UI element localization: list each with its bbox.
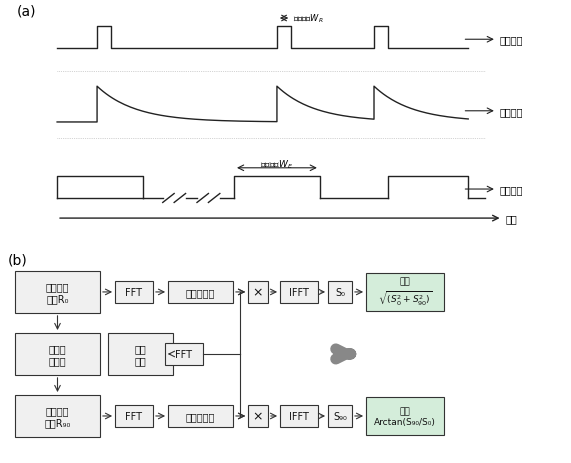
Bar: [165, 343, 203, 365]
Text: 复共轭变换: 复共轭变换: [186, 411, 215, 421]
Text: 幅值
$\sqrt{(S_0^2+S_{90}^2)}$: 幅值 $\sqrt{(S_0^2+S_{90}^2)}$: [377, 277, 432, 307]
Text: FFT: FFT: [175, 349, 192, 359]
Text: 热波
信号: 热波 信号: [135, 344, 146, 365]
Bar: [366, 273, 444, 311]
Text: FFT: FFT: [126, 411, 143, 421]
Bar: [248, 282, 268, 303]
Text: ×: ×: [253, 410, 263, 423]
Text: 正交参考
信号R₉₀: 正交参考 信号R₉₀: [45, 405, 71, 427]
Text: ×: ×: [253, 286, 263, 299]
Bar: [168, 405, 233, 427]
Bar: [15, 333, 100, 375]
Text: (a): (a): [17, 4, 37, 18]
Bar: [248, 405, 268, 427]
Text: 复共轭变换: 复共轭变换: [186, 288, 215, 297]
Text: 激励脉宽$W_E$: 激励脉宽$W_E$: [260, 158, 293, 170]
Bar: [115, 405, 153, 427]
Text: 参考脉宽$W_R$: 参考脉宽$W_R$: [293, 13, 324, 25]
Text: (b): (b): [8, 253, 28, 267]
Text: 同相参考
信号R₀: 同相参考 信号R₀: [46, 282, 69, 303]
Bar: [280, 282, 318, 303]
Bar: [168, 282, 233, 303]
Text: IFFT: IFFT: [289, 288, 309, 297]
Text: 相位
Arctan(S₉₀/S₀): 相位 Arctan(S₉₀/S₀): [374, 407, 436, 426]
Text: IFFT: IFFT: [289, 411, 309, 421]
Bar: [280, 405, 318, 427]
Bar: [15, 395, 100, 437]
Bar: [328, 282, 352, 303]
Text: 参考信号: 参考信号: [500, 35, 523, 45]
Text: 热波信号: 热波信号: [500, 106, 523, 117]
Bar: [115, 282, 153, 303]
Text: S₀: S₀: [335, 288, 345, 297]
Text: FFT: FFT: [126, 288, 143, 297]
Text: S₉₀: S₉₀: [333, 411, 347, 421]
Bar: [108, 333, 173, 375]
Bar: [328, 405, 352, 427]
Bar: [366, 397, 444, 435]
Text: 希尔伯
特变换: 希尔伯 特变换: [49, 344, 66, 365]
Text: 激励信号: 激励信号: [500, 185, 523, 194]
Bar: [15, 271, 100, 313]
Text: 时间: 时间: [505, 213, 517, 224]
